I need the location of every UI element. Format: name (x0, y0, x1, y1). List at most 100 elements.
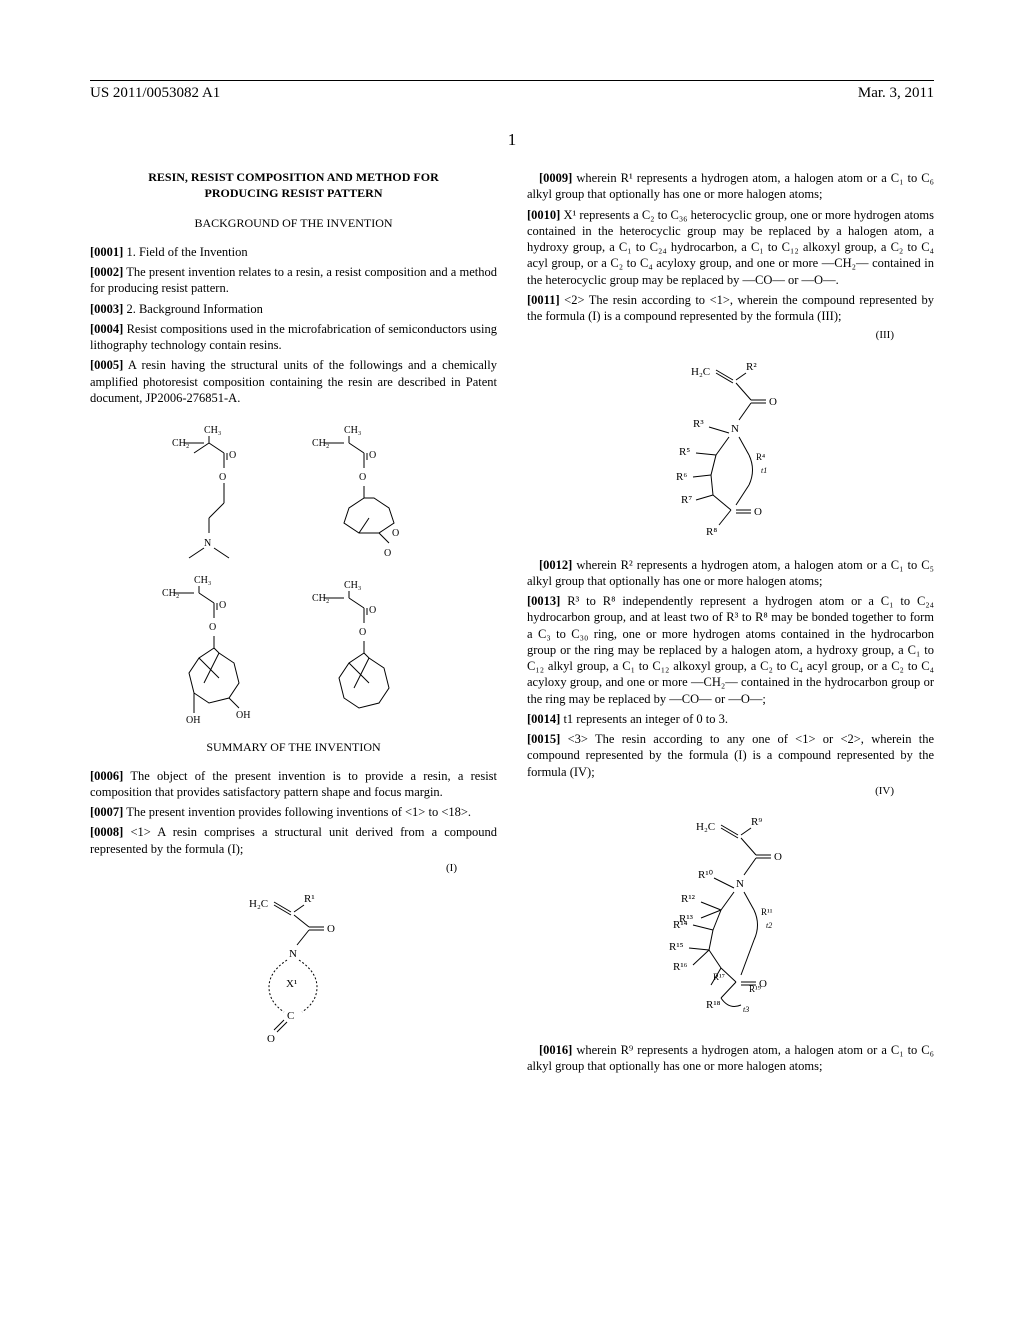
para-num-0015: [0015] (527, 732, 560, 746)
svg-text:O: O (754, 506, 762, 518)
svg-text:N: N (731, 423, 739, 435)
svg-text:O: O (759, 978, 767, 990)
para-num-0010: [0010] (527, 208, 560, 222)
svg-text:R⁸: R⁸ (706, 526, 717, 538)
para-num-0016: [0016] (539, 1043, 572, 1057)
para-text-0004: Resist compositions used in the microfab… (90, 322, 497, 352)
svg-text:CH₃: CH₃ (344, 580, 361, 591)
svg-text:CH₃: CH₃ (194, 575, 211, 586)
formula-IV-label: (IV) (527, 784, 934, 798)
para-num-0005: [0005] (90, 358, 123, 372)
svg-text:H₂C: H₂C (696, 821, 715, 833)
svg-text:H₂C: H₂C (691, 366, 710, 378)
svg-text:t2: t2 (766, 921, 772, 930)
para-num-0011: [0011] (527, 293, 560, 307)
paragraph-0016: [0016] wherein R⁹ represents a hydrogen … (527, 1042, 934, 1075)
para-num-0012: [0012] (539, 558, 572, 572)
para-num-0007: [0007] (90, 805, 123, 819)
svg-text:N: N (204, 538, 211, 549)
svg-text:O: O (229, 450, 236, 461)
svg-text:O: O (369, 450, 376, 461)
svg-text:CH₂: CH₂ (162, 588, 179, 599)
svg-text:R¹: R¹ (304, 893, 315, 905)
svg-text:N: N (736, 878, 744, 890)
header-rule (90, 80, 934, 81)
chemical-structure-formula-III: H₂C R² O N R³ R⁴ t1 (527, 355, 934, 545)
svg-text:O: O (327, 923, 335, 935)
paragraph-0003: [0003] 2. Background Information (90, 301, 497, 317)
svg-text:R⁷: R⁷ (681, 494, 692, 506)
svg-text:N: N (289, 948, 297, 960)
left-column: RESIN, RESIST COMPOSITION AND METHOD FOR… (90, 170, 497, 1079)
document-title: RESIN, RESIST COMPOSITION AND METHOD FOR… (90, 170, 497, 201)
paragraph-0005: [0005] A resin having the structural uni… (90, 357, 497, 406)
para-num-0002: [0002] (90, 265, 123, 279)
svg-text:CH₂: CH₂ (312, 438, 329, 449)
para-text-0012: wherein R² represents a hydrogen atom, a… (527, 558, 934, 588)
publication-number: US 2011/0053082 A1 (90, 85, 220, 102)
two-column-layout: RESIN, RESIST COMPOSITION AND METHOD FOR… (90, 170, 934, 1079)
para-num-0001: [0001] (90, 245, 123, 259)
svg-text:t1: t1 (761, 466, 767, 475)
paragraph-0001: [0001] 1. Field of the Invention (90, 244, 497, 260)
paragraph-0004: [0004] Resist compositions used in the m… (90, 321, 497, 354)
para-text-0013: R³ to R⁸ independently represent a hydro… (527, 594, 934, 706)
svg-text:R⁹: R⁹ (751, 816, 762, 828)
para-text-0007: The present invention provides following… (126, 805, 471, 819)
summary-header: SUMMARY OF THE INVENTION (90, 740, 497, 756)
svg-text:CH₂: CH₂ (312, 593, 329, 604)
para-text-0015: <3> The resin according to any one of <1… (527, 732, 934, 779)
para-text-0008: <1> A resin comprises a structural unit … (90, 825, 497, 855)
formula-I-label: (I) (90, 861, 497, 875)
right-column: [0009] wherein R¹ represents a hydrogen … (527, 170, 934, 1079)
background-header: BACKGROUND OF THE INVENTION (90, 216, 497, 232)
para-num-0014: [0014] (527, 712, 560, 726)
para-text-0001: 1. Field of the Invention (126, 245, 247, 259)
svg-text:O: O (359, 472, 366, 483)
para-text-0011: <2> The resin according to <1>, wherein … (527, 293, 934, 323)
para-text-0009: wherein R¹ represents a hydrogen atom, a… (527, 171, 934, 201)
svg-text:OH: OH (236, 710, 250, 721)
paragraph-0012: [0012] wherein R² represents a hydrogen … (527, 557, 934, 590)
paragraph-0006: [0006] The object of the present inventi… (90, 768, 497, 801)
svg-text:R²: R² (746, 361, 757, 373)
para-text-0016: wherein R⁹ represents a hydrogen atom, a… (527, 1043, 934, 1073)
svg-text:R¹¹: R¹¹ (761, 907, 773, 917)
svg-text:R¹⁵: R¹⁵ (669, 941, 684, 953)
para-num-0003: [0003] (90, 302, 123, 316)
para-text-0005: A resin having the structural units of t… (90, 358, 497, 405)
paragraph-0011: [0011] <2> The resin according to <1>, w… (527, 292, 934, 325)
chemical-structures-background: CH₃ CH₂ O O N CH₃ (90, 418, 497, 728)
para-text-0003: 2. Background Information (126, 302, 262, 316)
svg-text:OH: OH (186, 715, 200, 726)
svg-text:R¹⁰: R¹⁰ (698, 869, 714, 881)
svg-text:R⁵: R⁵ (679, 446, 690, 458)
svg-text:R⁶: R⁶ (676, 471, 687, 483)
paragraph-0010: [0010] X¹ represents a C₂ to C₃₆ heteroc… (527, 207, 934, 288)
para-text-0006: The object of the present invention is t… (90, 769, 497, 799)
paragraph-0008: [0008] <1> A resin comprises a structura… (90, 824, 497, 857)
svg-text:O: O (392, 528, 399, 539)
svg-text:CH₂: CH₂ (172, 438, 189, 449)
svg-text:X¹: X¹ (286, 978, 297, 990)
paragraph-0014: [0014] t1 represents an integer of 0 to … (527, 711, 934, 727)
paragraph-0002: [0002] The present invention relates to … (90, 264, 497, 297)
publication-date: Mar. 3, 2011 (858, 85, 934, 102)
svg-text:H₂C: H₂C (249, 898, 268, 910)
svg-text:O: O (359, 627, 366, 638)
svg-text:O: O (267, 1033, 275, 1045)
para-text-0002: The present invention relates to a resin… (90, 265, 497, 295)
svg-text:R⁴: R⁴ (756, 452, 765, 462)
paragraph-0013: [0013] R³ to R⁸ independently represent … (527, 593, 934, 707)
svg-text:R³: R³ (693, 418, 704, 430)
svg-text:O: O (219, 600, 226, 611)
paragraph-0009: [0009] wherein R¹ represents a hydrogen … (527, 170, 934, 203)
svg-text:O: O (219, 472, 226, 483)
paragraph-0015: [0015] <3> The resin according to any on… (527, 731, 934, 780)
svg-text:R¹⁷: R¹⁷ (713, 972, 725, 982)
svg-text:O: O (369, 605, 376, 616)
para-text-0010: X¹ represents a C₂ to C₃₆ heterocyclic g… (527, 208, 934, 287)
paragraph-0007: [0007] The present invention provides fo… (90, 804, 497, 820)
page-number: 1 (0, 130, 1024, 150)
svg-text:R¹⁸: R¹⁸ (706, 999, 721, 1011)
